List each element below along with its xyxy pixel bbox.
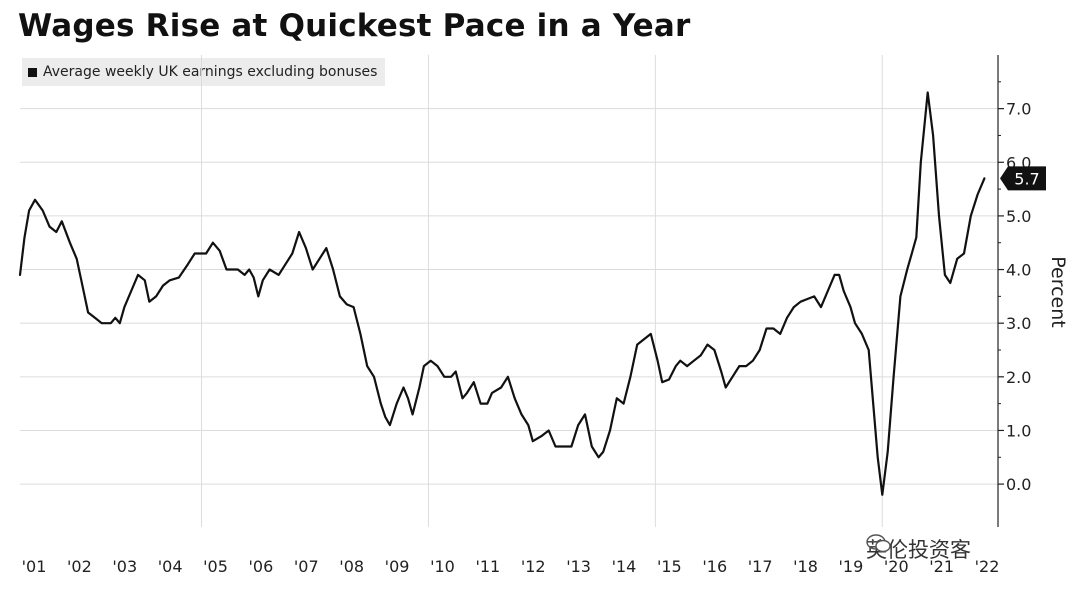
- chart-title: Wages Rise at Quickest Pace in a Year: [18, 8, 691, 44]
- y-tick-label: 3.0: [1006, 314, 1031, 333]
- y-tick-label: 2.0: [1006, 368, 1031, 387]
- x-tick-label: '04: [158, 557, 183, 576]
- x-tick-label: '06: [249, 557, 274, 576]
- watermark: 英伦投资客: [866, 534, 971, 564]
- x-tick-label: '15: [657, 557, 682, 576]
- x-tick-label: '02: [67, 557, 92, 576]
- y-tick-label: 7.0: [1006, 100, 1031, 119]
- wechat-icon: [866, 534, 891, 553]
- y-tick-label: 0.0: [1006, 475, 1031, 494]
- x-tick-label: '09: [385, 557, 410, 576]
- x-tick-label: '08: [339, 557, 364, 576]
- legend-swatch: [28, 67, 37, 77]
- x-tick-label: '13: [566, 557, 591, 576]
- x-tick-label: '10: [430, 557, 455, 576]
- legend-label: Average weekly UK earnings excluding bon…: [43, 64, 378, 80]
- legend: Average weekly UK earnings excluding bon…: [22, 58, 386, 86]
- x-tick-label: '14: [612, 557, 637, 576]
- y-tick-label: 1.0: [1006, 421, 1031, 440]
- x-tick-label: '21: [929, 557, 954, 576]
- y-axis-label: Percent: [1047, 256, 1069, 328]
- x-tick-label: '16: [702, 557, 727, 576]
- x-tick-label: '20: [884, 557, 909, 576]
- x-tick-label: '07: [294, 557, 319, 576]
- x-tick-label: '17: [748, 557, 773, 576]
- x-tick-label: '18: [793, 557, 818, 576]
- x-tick-label: '05: [203, 557, 228, 576]
- x-tick-label: '12: [521, 557, 546, 576]
- last-value-badge: [1000, 166, 1046, 191]
- series-line: [18, 91, 986, 496]
- x-tick-label: '22: [975, 557, 1000, 576]
- y-tick-label: 5.0: [1006, 207, 1031, 226]
- last-value-label: 5.7: [1014, 169, 1039, 188]
- y-tick-label: 4.0: [1006, 261, 1031, 280]
- x-tick-label: '01: [22, 557, 47, 576]
- x-tick-label: '03: [112, 557, 137, 576]
- x-tick-label: '11: [475, 557, 500, 576]
- x-tick-label: '19: [839, 557, 864, 576]
